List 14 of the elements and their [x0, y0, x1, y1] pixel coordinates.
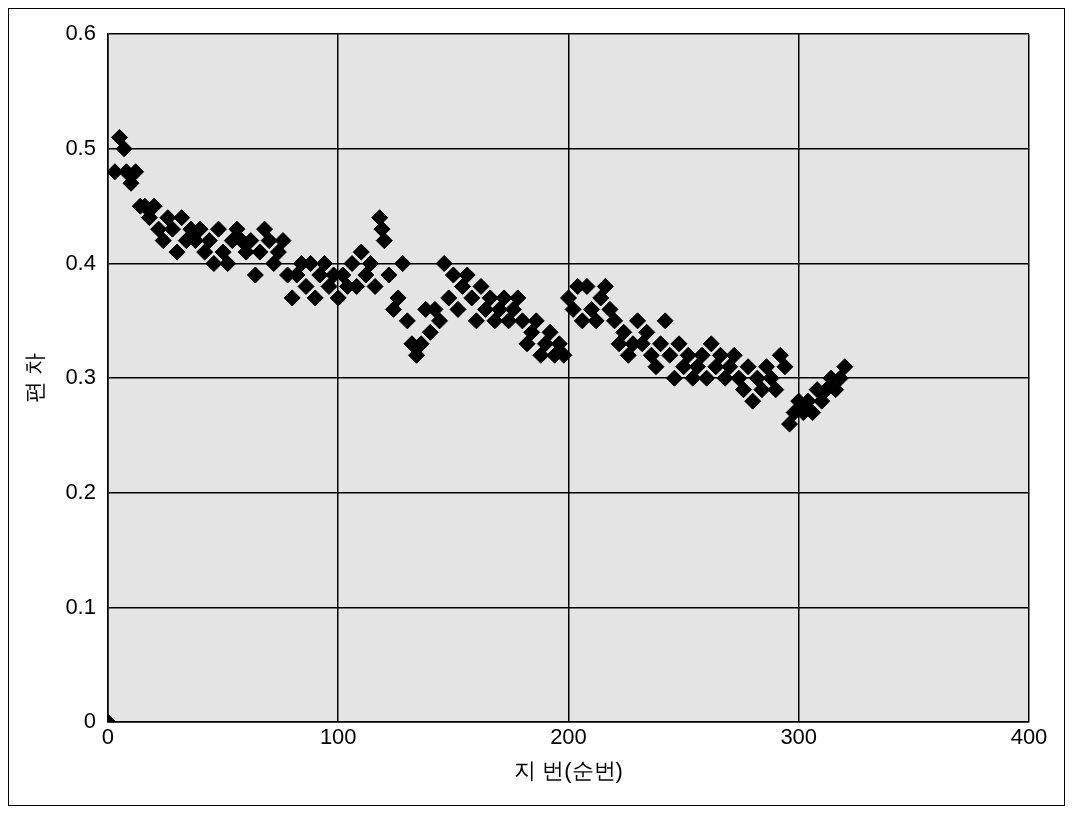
y-tick-label: 0	[83, 708, 96, 734]
x-tick-label: 300	[780, 724, 818, 750]
x-tick-label: 0	[101, 724, 115, 750]
x-tick-label: 400	[1010, 724, 1048, 750]
y-axis-title: 편 차	[22, 353, 48, 404]
y-tick-label: 0.5	[65, 134, 96, 160]
y-tick-label: 0.6	[65, 20, 96, 46]
y-tick-label: 0.1	[65, 593, 96, 619]
x-axis-title: 지 번(순번)	[514, 757, 623, 783]
y-tick-label: 0.2	[65, 478, 96, 504]
y-tick-label: 0.3	[65, 364, 96, 390]
x-tick-label: 100	[319, 724, 357, 750]
x-tick-label: 200	[550, 724, 587, 750]
y-tick-label: 0.4	[65, 249, 96, 275]
